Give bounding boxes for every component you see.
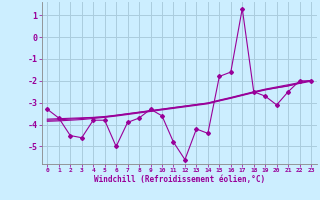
X-axis label: Windchill (Refroidissement éolien,°C): Windchill (Refroidissement éolien,°C) xyxy=(94,175,265,184)
